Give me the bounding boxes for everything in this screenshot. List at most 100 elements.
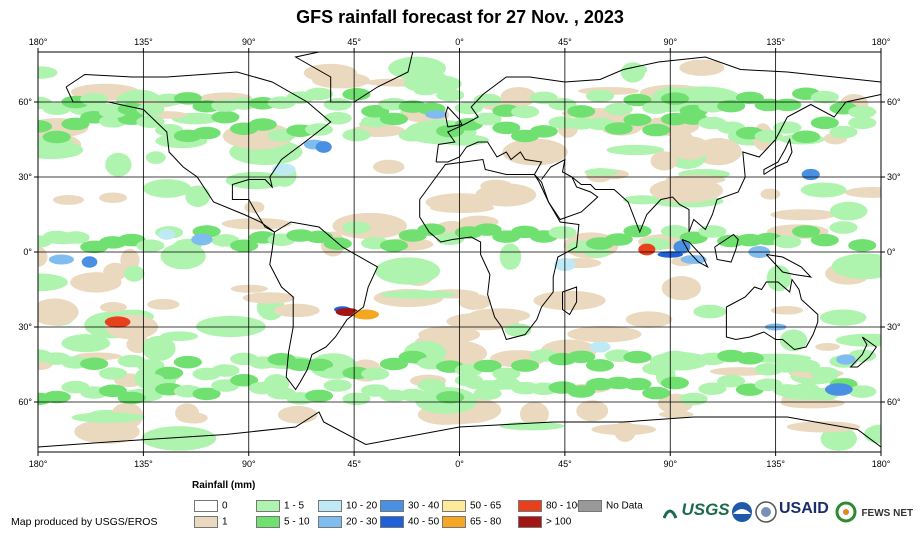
rain-cell bbox=[473, 112, 502, 126]
lon-label-bottom: 135° bbox=[766, 459, 785, 469]
rain-cell bbox=[836, 354, 856, 365]
rain-cell bbox=[649, 178, 723, 203]
rain-cell bbox=[196, 315, 266, 338]
map-canvas bbox=[38, 52, 881, 452]
legend-swatch bbox=[318, 516, 342, 528]
rain-cell bbox=[567, 385, 596, 398]
rain-cell bbox=[693, 304, 727, 319]
legend-label: 0 bbox=[222, 500, 228, 512]
legend-label: 1 - 5 bbox=[284, 500, 305, 512]
legend-swatch bbox=[442, 500, 466, 512]
coastline-eurasia bbox=[435, 56, 881, 234]
rain-cell bbox=[42, 130, 71, 144]
rain-cell bbox=[848, 105, 877, 119]
rain-cell bbox=[104, 316, 131, 328]
doi-seal-icon bbox=[755, 500, 777, 528]
rain-cell bbox=[819, 309, 867, 326]
rain-cell bbox=[323, 98, 352, 111]
legend-label: 40 - 50 bbox=[408, 516, 440, 528]
rain-cell bbox=[504, 323, 532, 337]
legend-item: 80 - 100 bbox=[518, 500, 583, 512]
rain-cell bbox=[42, 102, 71, 115]
rain-cell bbox=[38, 140, 84, 160]
rain-cell bbox=[669, 136, 711, 160]
rain-cell bbox=[61, 117, 90, 131]
lon-label-top: 180° bbox=[872, 37, 891, 47]
lat-label-left: 60° bbox=[18, 97, 32, 107]
rain-cell bbox=[155, 366, 184, 380]
rain-cell bbox=[679, 59, 725, 76]
rain-cell bbox=[529, 125, 558, 138]
lon-label-bottom: 0° bbox=[455, 459, 464, 469]
rainfall-map: 180° 180° 135° 135° 90° 90° 45° 45° 0° 0° 45° 45° 90… bbox=[18, 37, 901, 469]
rain-cell bbox=[173, 355, 202, 369]
coastline-britain bbox=[444, 106, 463, 128]
rain-cell bbox=[230, 284, 268, 293]
rain-cell bbox=[604, 233, 633, 246]
rain-cell bbox=[835, 333, 881, 347]
lon-label-bottom: 135° bbox=[134, 459, 153, 469]
rain-cell bbox=[533, 290, 606, 311]
legend-item: 5 - 10 bbox=[256, 516, 310, 528]
rain-cell bbox=[379, 357, 408, 371]
legend-swatch bbox=[318, 500, 342, 512]
rain-cell bbox=[124, 265, 145, 282]
legend-label: 80 - 100 bbox=[546, 500, 583, 512]
rain-cell bbox=[829, 125, 858, 139]
rain-cell bbox=[786, 421, 861, 433]
rain-cell bbox=[792, 130, 821, 144]
rain-cell bbox=[824, 383, 853, 396]
rain-cell bbox=[844, 186, 881, 198]
rain-cell bbox=[304, 358, 334, 372]
legend-label: 30 - 40 bbox=[408, 500, 440, 512]
fews-net-logo: FEWS NET bbox=[835, 500, 913, 528]
rain-cell bbox=[585, 359, 615, 372]
rain-cell bbox=[74, 352, 122, 361]
legend-label: 65 - 80 bbox=[470, 516, 502, 528]
continent-outlines bbox=[38, 52, 881, 448]
rain-cell bbox=[425, 110, 447, 119]
usgs-mark-icon bbox=[662, 509, 678, 519]
rain-cell bbox=[660, 376, 689, 390]
legend-item: 30 - 40 bbox=[380, 500, 439, 512]
rain-cell bbox=[567, 350, 596, 364]
coastline-new-zealand bbox=[849, 336, 877, 368]
rain-cell bbox=[660, 92, 689, 105]
lon-label-bottom: 90° bbox=[663, 459, 677, 469]
lat-label-left: 30° bbox=[18, 172, 32, 182]
rain-cell bbox=[373, 159, 405, 174]
rain-cell bbox=[642, 386, 671, 400]
rain-cell bbox=[98, 384, 127, 398]
rain-cell bbox=[230, 374, 259, 387]
rain-cell bbox=[810, 233, 839, 247]
legend-item: No Data bbox=[578, 500, 643, 512]
rain-cell bbox=[585, 89, 615, 103]
lon-label-top: 135° bbox=[134, 37, 153, 47]
rain-cell bbox=[810, 116, 839, 130]
rain-cell bbox=[779, 329, 808, 352]
rain-cell bbox=[810, 90, 839, 104]
rain-cell bbox=[661, 276, 702, 301]
rain-cell bbox=[381, 290, 456, 299]
graticule bbox=[38, 52, 881, 452]
rain-cell bbox=[342, 221, 371, 234]
coastline-south-america bbox=[269, 221, 379, 391]
legend-swatch bbox=[380, 500, 404, 512]
rain-cell bbox=[642, 123, 671, 137]
rain-cell bbox=[773, 98, 802, 112]
rain-cell bbox=[848, 385, 877, 398]
rain-cell bbox=[242, 292, 296, 304]
rainfall-layer bbox=[38, 56, 881, 451]
rain-cell bbox=[698, 225, 727, 238]
rain-cell bbox=[141, 426, 217, 451]
rain-cell bbox=[430, 202, 495, 214]
rain-cell bbox=[375, 257, 441, 285]
rain-cell bbox=[105, 152, 132, 177]
rain-cell bbox=[627, 64, 648, 75]
rain-cell bbox=[792, 359, 821, 373]
coastline-borneo bbox=[714, 233, 739, 263]
rain-cell bbox=[323, 111, 352, 125]
rain-cell bbox=[315, 141, 332, 153]
rain-cell bbox=[417, 379, 446, 392]
rain-cell bbox=[625, 311, 673, 328]
